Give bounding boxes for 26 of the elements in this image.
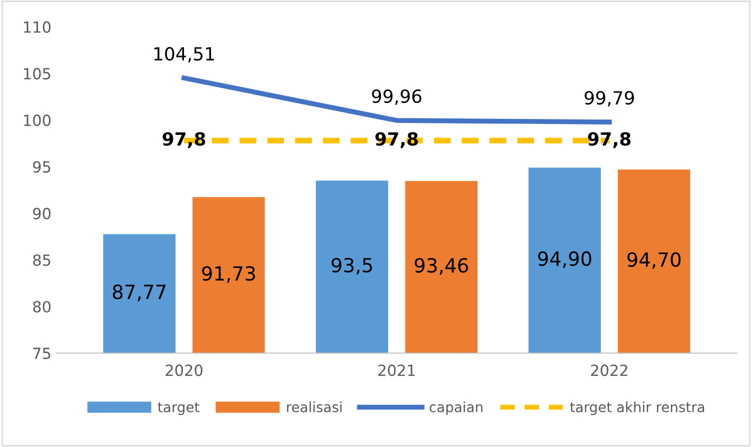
data-label: 91,73 [202,266,255,283]
y-tick-label: 90 [33,208,51,220]
y-tick-label: 105 [24,68,50,80]
y-tick-label: 85 [33,254,50,266]
data-label: 97,8 [588,132,631,148]
legend-label: target [158,402,200,415]
x-tick-label: 2020 [166,364,202,376]
data-label: 97,8 [162,132,206,148]
legend-label: capaian [430,402,482,415]
y-tick-label: 75 [33,348,50,360]
data-label: 99,79 [584,90,634,106]
y-tick-label: 80 [33,300,51,313]
data-label: 93,5 [332,258,372,275]
legend-label: target akhir renstra [570,402,704,415]
data-label: 87,77 [112,284,166,302]
data-label: 94,90 [538,251,592,268]
data-label: 93,46 [414,258,468,275]
y-tick-label: 100 [24,114,51,126]
legend-label: realisasi [287,402,342,412]
data-label: 94,70 [627,252,681,269]
x-tick-label: 2021 [378,364,415,376]
y-tick-label: 110 [24,21,51,33]
x-tick-label: 2022 [591,364,628,376]
y-tick-label: 95 [33,161,50,173]
data-label: 99,96 [372,89,422,105]
data-label: 104,51 [154,46,214,62]
